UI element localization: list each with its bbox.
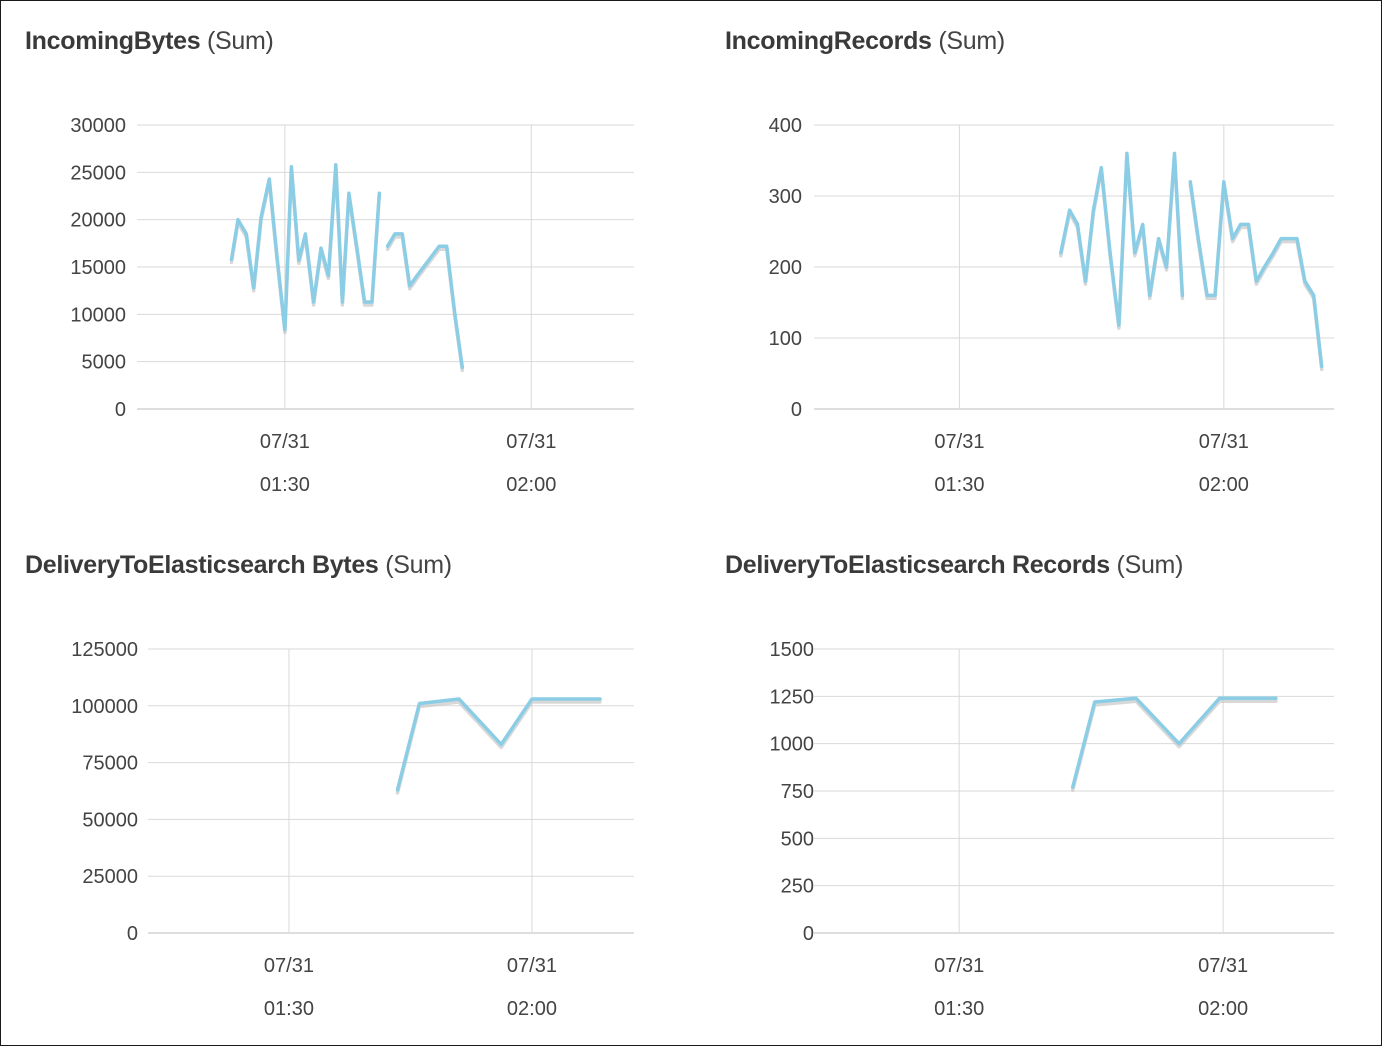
series-0 — [1070, 696, 1278, 792]
x-tick-time-label: 01:30 — [264, 998, 314, 1020]
series-line-shadow — [395, 700, 602, 795]
y-tick-label: 75000 — [82, 753, 138, 775]
series-line-shadow — [1070, 699, 1278, 792]
y-tick-label: 0 — [791, 399, 802, 421]
series-line — [385, 232, 465, 370]
statistic-label: (Sum) — [1116, 551, 1184, 579]
y-tick-label: 1250 — [770, 686, 815, 708]
metric-name: IncomingBytes — [25, 27, 201, 55]
y-tick-label: 400 — [769, 115, 802, 137]
series-line — [395, 697, 602, 792]
x-tick-time-label: 01:30 — [934, 474, 984, 496]
incoming-bytes-chart: 0 5000 10000 15000 20000 25000 30000 07/31 01:30… — [70, 115, 634, 496]
series-0 — [229, 163, 382, 335]
y-tick-label: 25000 — [70, 162, 126, 184]
delivery-bytes-chart: 0 25000 50000 75000 100000 125000 07/31 01:30 07… — [71, 639, 634, 1020]
series-line — [1059, 151, 1185, 327]
x-tick-time-label: 01:30 — [260, 474, 310, 496]
series-1 — [1188, 180, 1324, 372]
gridlines — [137, 124, 634, 410]
y-tick-label: 0 — [127, 923, 138, 945]
y-tick-label: 15000 — [70, 257, 126, 279]
x-tick-date-label: 07/31 — [260, 431, 310, 453]
chart-title: DeliveryToElasticsearch Records (Sum) — [725, 551, 1183, 580]
incoming-records-panel: IncomingRecords (Sum) 0 100 200 300 400 07/31… — [701, 1, 1382, 523]
incoming-records-chart: 0 100 200 300 400 07/31 01:30 07/31 02:00 — [769, 115, 1334, 496]
y-tick-label: 30000 — [70, 115, 126, 137]
x-tick-time-label: 02:00 — [1199, 474, 1249, 496]
y-tick-label: 25000 — [82, 866, 138, 888]
series-line — [229, 163, 382, 332]
statistic-label: (Sum) — [938, 27, 1005, 55]
y-tick-label: 1000 — [770, 734, 815, 756]
x-tick-date-label: 07/31 — [1199, 431, 1249, 453]
series-0 — [395, 697, 602, 795]
chart-title: IncomingRecords (Sum) — [725, 27, 1005, 56]
x-tick-date-label: 07/31 — [934, 955, 984, 977]
y-tick-label: 20000 — [70, 210, 126, 232]
y-tick-label: 10000 — [70, 304, 126, 326]
delivery-records-chart: 0 250 500 750 1000 1250 1500 07/31 01:30 07/31 02:… — [770, 639, 1334, 1020]
x-tick-time-label: 02:00 — [506, 474, 556, 496]
x-tick-date-label: 07/31 — [934, 431, 984, 453]
delivery-bytes-panel: DeliveryToElasticsearch Bytes (Sum) 0 250… — [1, 525, 691, 1047]
gridlines — [148, 648, 634, 934]
y-tick-label: 200 — [769, 257, 802, 279]
x-tick-date-label: 07/31 — [1198, 955, 1248, 977]
y-tick-label: 100 — [769, 328, 802, 350]
y-tick-label: 125000 — [71, 639, 138, 661]
x-tick-time-label: 02:00 — [1198, 998, 1248, 1020]
x-tick-time-label: 02:00 — [507, 998, 557, 1020]
x-tick-time-label: 01:30 — [934, 998, 984, 1020]
statistic-label: (Sum) — [206, 27, 274, 55]
x-tick-date-label: 07/31 — [506, 431, 556, 453]
metric-name: IncomingRecords — [725, 27, 932, 55]
incoming-bytes-panel: IncomingBytes (Sum) 0 5000 10000 15000 20000… — [1, 1, 691, 523]
series-1 — [385, 232, 465, 373]
y-tick-label: 0 — [803, 923, 814, 945]
y-tick-label: 300 — [769, 186, 802, 208]
metric-name: DeliveryToElasticsearch Bytes — [25, 551, 379, 579]
y-tick-label: 50000 — [82, 809, 138, 831]
y-tick-label: 0 — [115, 399, 126, 421]
series-line — [1188, 180, 1324, 369]
series-0 — [1059, 151, 1185, 330]
x-tick-date-label: 07/31 — [507, 955, 557, 977]
y-tick-label: 1500 — [770, 639, 815, 661]
y-tick-label: 750 — [781, 781, 814, 803]
gridlines — [814, 124, 1334, 410]
chart-title: IncomingBytes (Sum) — [25, 27, 274, 56]
y-tick-label: 500 — [781, 828, 814, 850]
y-tick-label: 100000 — [71, 696, 138, 718]
y-tick-label: 5000 — [82, 352, 127, 374]
series-line-shadow — [385, 235, 465, 373]
series-line — [1070, 696, 1278, 789]
x-tick-date-label: 07/31 — [264, 955, 314, 977]
metric-name: DeliveryToElasticsearch Records — [725, 551, 1110, 579]
chart-title: DeliveryToElasticsearch Bytes (Sum) — [25, 551, 452, 580]
y-tick-label: 250 — [781, 876, 814, 898]
statistic-label: (Sum) — [385, 551, 452, 579]
